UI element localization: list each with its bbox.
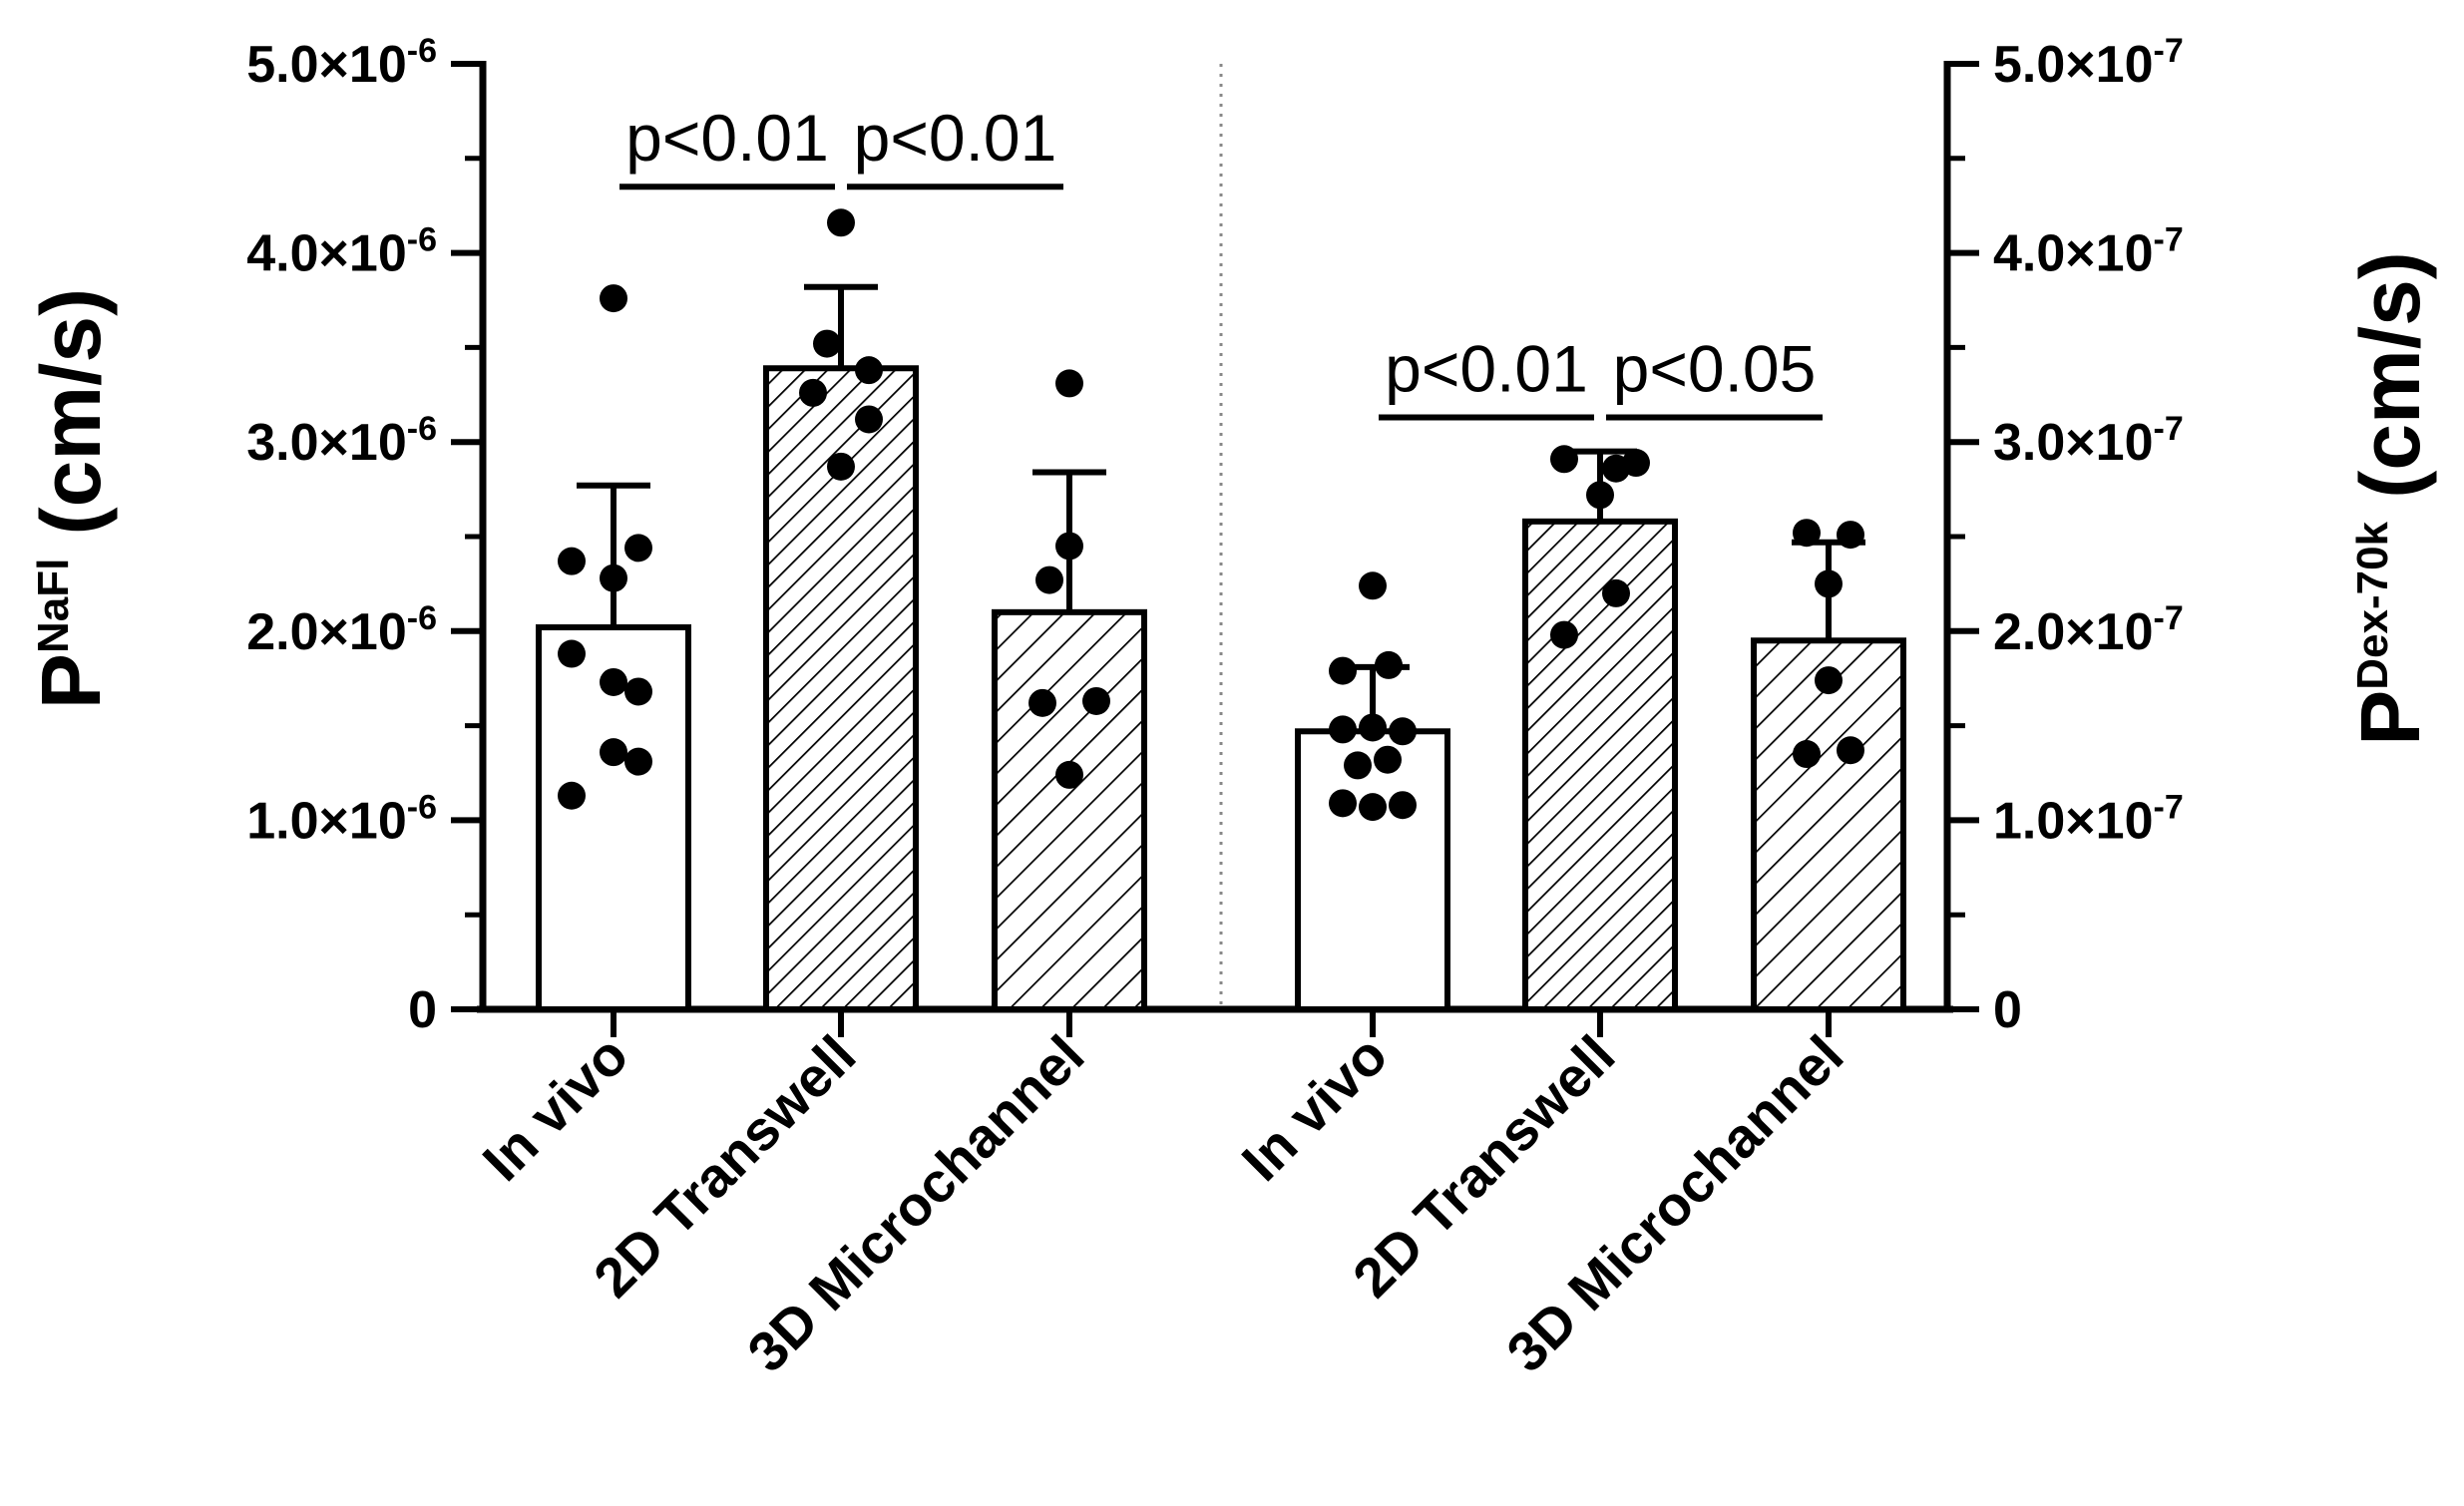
data-point [1329, 656, 1357, 685]
data-point [1815, 569, 1843, 598]
data-point [813, 329, 841, 358]
data-point [1055, 760, 1083, 789]
y-tick-label: 4.0×10-7 [1993, 221, 2184, 283]
data-point [1055, 369, 1083, 398]
data-point [1389, 717, 1417, 746]
bar-2d-transwell [1522, 518, 1678, 1012]
data-point [1837, 521, 1864, 550]
y-tick-label: 2.0×10-6 [246, 599, 437, 661]
data-point [600, 667, 627, 696]
data-point [600, 564, 627, 592]
data-point [827, 208, 855, 237]
data-point [855, 405, 883, 434]
data-point [1793, 519, 1821, 548]
y-tick-label: 2.0×10-7 [1993, 599, 2184, 661]
panel-dex-70k: 0 1.0×10-7 2.0×10-7 3.0×10-7 4.0×10-7 5.0×10-… [1230, 32, 2437, 1383]
data-point [600, 284, 627, 313]
data-point [624, 747, 652, 776]
y-tick-label: 1.0×10-7 [1993, 788, 2184, 850]
y-tick-label: 0 [1993, 981, 2022, 1039]
panel-nafl: 0 1.0×10-6 2.0×10-6 3.0×10-6 4.0×10-6 5.0×10-… [24, 32, 1147, 1383]
data-point [624, 677, 652, 706]
data-point [1602, 454, 1630, 483]
y-tick-label: 1.0×10-6 [246, 788, 437, 850]
bar-in-vivo [1295, 728, 1450, 1013]
data-point [1359, 571, 1387, 600]
data-point [1329, 715, 1357, 744]
y-tick-label: 0 [408, 981, 437, 1039]
data-point [1035, 565, 1063, 594]
data-point [1550, 445, 1578, 474]
y-axis-title-right: PDex-70k (cm/s) [2343, 251, 2437, 746]
p-value-label: p<0.01 [1385, 332, 1588, 406]
data-point [558, 639, 586, 668]
data-point [1374, 745, 1402, 774]
data-point [1815, 666, 1843, 695]
y-tick-label: 5.0×10-7 [1993, 32, 2184, 94]
bar-3d-microchannel [1751, 637, 1906, 1013]
y-tick-label: 3.0×10-7 [1993, 410, 2184, 472]
data-point [558, 547, 586, 575]
data-point [855, 356, 883, 385]
data-point [600, 738, 627, 767]
data-point [558, 781, 586, 810]
data-point [827, 452, 855, 481]
data-point [799, 378, 827, 407]
p-value-label: p<0.01 [625, 101, 829, 175]
data-point [1389, 791, 1417, 820]
data-point [1375, 650, 1403, 679]
data-point [1359, 793, 1387, 822]
y-tick-label: 3.0×10-6 [246, 410, 437, 472]
data-point [1586, 481, 1614, 510]
data-point [624, 534, 652, 563]
data-point [1344, 751, 1372, 780]
y-tick-label: 5.0×10-6 [246, 32, 437, 94]
x-category-label: In vivo [471, 1023, 640, 1193]
bar-3d-microchannel [992, 608, 1147, 1013]
data-point [1837, 736, 1864, 765]
data-point [1082, 686, 1110, 715]
data-point [1602, 578, 1630, 607]
p-value-label: p<0.05 [1613, 332, 1817, 406]
data-point [1329, 789, 1357, 818]
data-point [1793, 740, 1821, 769]
data-point [1550, 620, 1578, 649]
data-point [1359, 713, 1387, 742]
p-value-label: p<0.01 [854, 101, 1057, 175]
data-point [1028, 688, 1056, 717]
data-point [1055, 532, 1083, 561]
x-category-label: In vivo [1230, 1023, 1400, 1193]
y-tick-label: 4.0×10-6 [246, 221, 437, 283]
y-axis-title-left: PNaFl (cm/s) [24, 288, 118, 709]
